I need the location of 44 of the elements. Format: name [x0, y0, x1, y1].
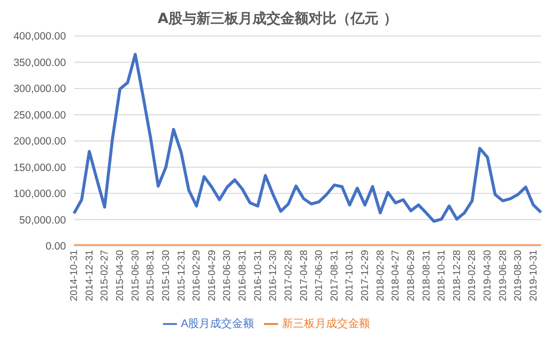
x-tick-label: 2019-08-30 [513, 249, 524, 302]
x-tick-label: 2015-08-31 [146, 249, 157, 302]
x-tick-label: 2016-04-29 [206, 249, 218, 302]
x-tick-label: 2016-02-29 [192, 249, 203, 302]
x-tick-label: 2018-08-31 [421, 249, 432, 302]
y-tick-label: 200,000.00 [13, 136, 66, 148]
x-tick-label: 2017-08-31 [329, 249, 340, 302]
x-tick-label: 2018-10-31 [436, 249, 448, 302]
x-tick-label: 2016-08-31 [238, 249, 249, 302]
x-tick-label: 2019-02-28 [467, 249, 478, 302]
line-series [72, 52, 542, 223]
legend-label: A股月成交金额 [180, 318, 254, 330]
chart-title: A股与新三板月成交金额对比（亿元 ） [156, 10, 398, 28]
x-tick-label: 2018-12-28 [452, 249, 463, 302]
x-tick-label: 2015-04-30 [115, 249, 126, 302]
x-tick-label: 2015-10-30 [160, 249, 172, 302]
y-tick-label: 100,000.00 [13, 188, 66, 200]
y-tick-label: 50,000.00 [19, 214, 66, 226]
x-tick-label: 2019-10-31 [528, 249, 540, 302]
x-tick-label: 2015-12-31 [176, 249, 188, 302]
x-tick-label: 2017-06-30 [314, 249, 326, 302]
x-tick-label: 2016-06-30 [222, 249, 234, 302]
x-tick-label: 2017-02-28 [283, 249, 294, 302]
x-tick-label: 2016-10-31 [252, 249, 264, 302]
x-tick-label: 2017-10-31 [344, 249, 356, 302]
x-tick-label: 2018-04-27 [390, 249, 402, 302]
x-tick-label: 2017-12-29 [360, 249, 372, 302]
y-tick-label: 250,000.00 [13, 109, 66, 122]
x-tick-label: 2019-06-28 [498, 249, 509, 302]
y-tick-label: 400,000.00 [13, 30, 66, 43]
y-tick-label: 150,000.00 [13, 162, 66, 174]
x-tick-label: 2014-10-31 [69, 249, 80, 302]
x-tick-label: 2018-02-28 [375, 249, 386, 302]
x-tick-label: 2014-12-31 [84, 249, 96, 302]
legend-label: 新三板月成交金额 [282, 318, 370, 330]
x-tick-label: 2015-06-30 [130, 249, 142, 302]
y-tick-label: 350,000.00 [13, 56, 66, 69]
y-tick-label: 300,000.00 [13, 83, 66, 96]
x-tick-label: 2016-12-30 [268, 249, 280, 302]
x-tick-label: 2018-06-29 [406, 249, 417, 302]
x-tick-label: 2017-04-28 [298, 249, 310, 302]
x-tick-label: 2019-04-30 [482, 249, 494, 302]
x-tick-label: 2015-02-27 [100, 249, 111, 302]
y-tick-label: 0.00 [46, 240, 66, 253]
